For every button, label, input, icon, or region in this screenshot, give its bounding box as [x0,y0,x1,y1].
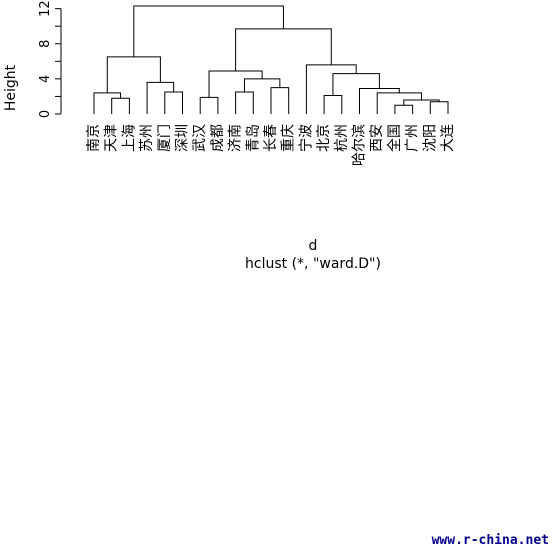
leaf-label: 北京 [316,124,332,152]
merge-link-m13 [146,81,175,114]
merge-link-m7 [164,91,183,114]
y-tick-label: 4 [38,75,53,83]
leaf-label: 大连 [440,124,456,152]
merge-link-m4 [111,97,130,114]
merge-link-m1 [394,104,414,114]
merge-link-m3 [403,99,440,106]
y-tick-label: 12 [38,0,53,17]
x-axis-label: d [309,238,318,254]
leaf-label: 宁波 [297,124,314,152]
merge-link-m15 [332,73,380,96]
y-tick-label: 0 [38,110,53,118]
merge-link-m8 [235,91,254,114]
leaf-label: 苏州 [139,124,155,152]
leaf-label: 南京 [86,124,102,152]
watermark-text: www.r-china.net [431,533,549,548]
merge-link-m11 [359,88,400,114]
merge-link-m14 [243,78,281,93]
leaf-label: 重庆 [281,124,297,152]
y-axis-label: Height [3,64,19,111]
merge-link-m10 [93,92,122,114]
leaf-label: 杭州 [334,124,350,152]
leaf-label: 武汉 [192,124,208,152]
merge-link-m9 [376,92,422,114]
merge-link-m12 [270,87,290,114]
y-axis: 0 4 8 12 [38,0,62,118]
leaf-label: 全国 [386,124,403,152]
leaf-label: 天津 [104,124,120,152]
leaf-label: 哈尔滨 [352,124,368,166]
leaf-label: 青岛 [245,124,261,152]
leaf-label: 济南 [228,124,244,152]
leaf-label: 上海 [121,124,137,152]
leaf-label: 广州 [405,124,421,152]
merge-link-m2 [429,101,449,114]
dendrogram-tree [93,5,449,114]
merge-link-m17 [305,64,357,114]
merge-link-m5 [199,96,219,114]
leaf-labels: 南京 天津 上海 苏州 厦门 深圳 武汉 成都 济南 青岛 长春 重庆 宁波 北京 杭州 哈尔滨 西安 全国 广州沈… [86,124,456,166]
method-subtitle: hclust (*, "ward.D") [245,256,381,272]
leaf-label: 厦门 [157,124,173,152]
leaf-label: 沈阳 [422,124,438,152]
leaf-label: 西安 [369,124,385,152]
merge-link-m6 [323,95,343,114]
leaf-label: 深圳 [175,124,191,152]
merge-link-m20 [133,5,284,57]
leaf-label: 成都 [210,124,226,152]
merge-link-m18 [106,56,161,93]
leaf-label: 长春 [263,124,279,152]
y-tick-label: 8 [38,40,53,48]
